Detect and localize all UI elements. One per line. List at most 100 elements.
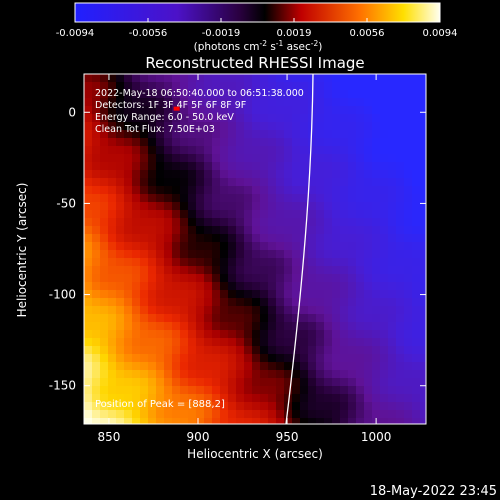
heatmap-cell xyxy=(332,202,341,211)
heatmap-cell xyxy=(236,282,245,291)
y-tick-label: 0 xyxy=(68,105,76,119)
heatmap-cell xyxy=(316,370,325,379)
heatmap-cell xyxy=(204,266,213,275)
heatmap-cell xyxy=(332,162,341,171)
heatmap-cell xyxy=(172,74,181,83)
heatmap-cell xyxy=(188,274,197,283)
heatmap-cell xyxy=(380,202,389,211)
heatmap-cell xyxy=(380,338,389,347)
heatmap-cell xyxy=(212,290,221,299)
heatmap-cell xyxy=(412,138,421,147)
heatmap-cell xyxy=(132,82,141,91)
heatmap-cell xyxy=(404,274,413,283)
heatmap-cell xyxy=(276,370,285,379)
heatmap-cell xyxy=(340,330,349,339)
heatmap-cell xyxy=(244,138,253,147)
heatmap-cell xyxy=(108,114,117,123)
heatmap-cell xyxy=(180,410,189,419)
heatmap-cell xyxy=(180,290,189,299)
heatmap-cell xyxy=(228,258,237,267)
heatmap-cell xyxy=(284,298,293,307)
heatmap-cell xyxy=(236,90,245,99)
heatmap-cell xyxy=(292,394,301,403)
heatmap-cell xyxy=(340,410,349,419)
heatmap-cell xyxy=(172,130,181,139)
heatmap-cell xyxy=(180,90,189,99)
heatmap-cell xyxy=(116,402,125,411)
heatmap-cell xyxy=(156,394,165,403)
heatmap-cell xyxy=(156,298,165,307)
heatmap-cell xyxy=(228,130,237,139)
heatmap-cell xyxy=(356,202,365,211)
heatmap-cell xyxy=(252,418,261,424)
heatmap-cell xyxy=(116,362,125,371)
heatmap-cell xyxy=(412,290,421,299)
heatmap-cell xyxy=(92,170,101,179)
heatmap-cell xyxy=(228,154,237,163)
heatmap-cell xyxy=(244,298,253,307)
heatmap-cell xyxy=(332,346,341,355)
heatmap-cell xyxy=(356,290,365,299)
heatmap-cell xyxy=(420,250,426,259)
heatmap-cell xyxy=(388,394,397,403)
heatmap-cell xyxy=(100,178,109,187)
heatmap-cell xyxy=(132,250,141,259)
heatmap-cell xyxy=(364,418,373,424)
heatmap-cell xyxy=(348,298,357,307)
heatmap-cell xyxy=(212,130,221,139)
heatmap-cell xyxy=(404,290,413,299)
heatmap-cell xyxy=(364,378,373,387)
heatmap-cell xyxy=(196,82,205,91)
heatmap-cell xyxy=(356,90,365,99)
heatmap-cell xyxy=(236,410,245,419)
heatmap-cell xyxy=(404,202,413,211)
heatmap-cell xyxy=(372,122,381,131)
heatmap-cell xyxy=(244,218,253,227)
heatmap-cell xyxy=(228,186,237,195)
heatmap-cell xyxy=(220,410,229,419)
heatmap-cell xyxy=(140,154,149,163)
heatmap-cell xyxy=(260,194,269,203)
heatmap-cell xyxy=(252,234,261,243)
heatmap-cell xyxy=(308,378,317,387)
heatmap-cell xyxy=(356,314,365,323)
heatmap-cell xyxy=(156,346,165,355)
heatmap-cell xyxy=(276,250,285,259)
heatmap-cell xyxy=(332,402,341,411)
heatmap-cell xyxy=(236,378,245,387)
heatmap-cell xyxy=(92,370,101,379)
heatmap-cell xyxy=(372,178,381,187)
heatmap-cell xyxy=(300,306,309,315)
heatmap-cell xyxy=(164,266,173,275)
heatmap-cell xyxy=(364,362,373,371)
heatmap-cell xyxy=(404,330,413,339)
heatmap-cell xyxy=(412,98,421,107)
heatmap-cell xyxy=(124,266,133,275)
heatmap-cell xyxy=(388,306,397,315)
heatmap-cell xyxy=(260,258,269,267)
heatmap-cell xyxy=(420,370,426,379)
heatmap-cell xyxy=(132,282,141,291)
heatmap-cell xyxy=(140,90,149,99)
heatmap-cell xyxy=(148,250,157,259)
heatmap-cell xyxy=(236,370,245,379)
heatmap-cell xyxy=(412,234,421,243)
heatmap-cell xyxy=(220,242,229,251)
heatmap-cell xyxy=(220,322,229,331)
heatmap-cell xyxy=(132,178,141,187)
heatmap-cell xyxy=(340,378,349,387)
heatmap-cell xyxy=(196,394,205,403)
heatmap-cell xyxy=(148,274,157,283)
heatmap-cell xyxy=(372,90,381,99)
heatmap-cell xyxy=(204,154,213,163)
heatmap-cell xyxy=(156,114,165,123)
heatmap-cell xyxy=(156,242,165,251)
heatmap-cell xyxy=(228,138,237,147)
heatmap-cell xyxy=(196,274,205,283)
heatmap-cell xyxy=(252,274,261,283)
heatmap-cell xyxy=(92,242,101,251)
heatmap-cell xyxy=(84,186,93,195)
heatmap-cell xyxy=(364,322,373,331)
heatmap-cell xyxy=(228,82,237,91)
heatmap-cell xyxy=(92,410,101,419)
